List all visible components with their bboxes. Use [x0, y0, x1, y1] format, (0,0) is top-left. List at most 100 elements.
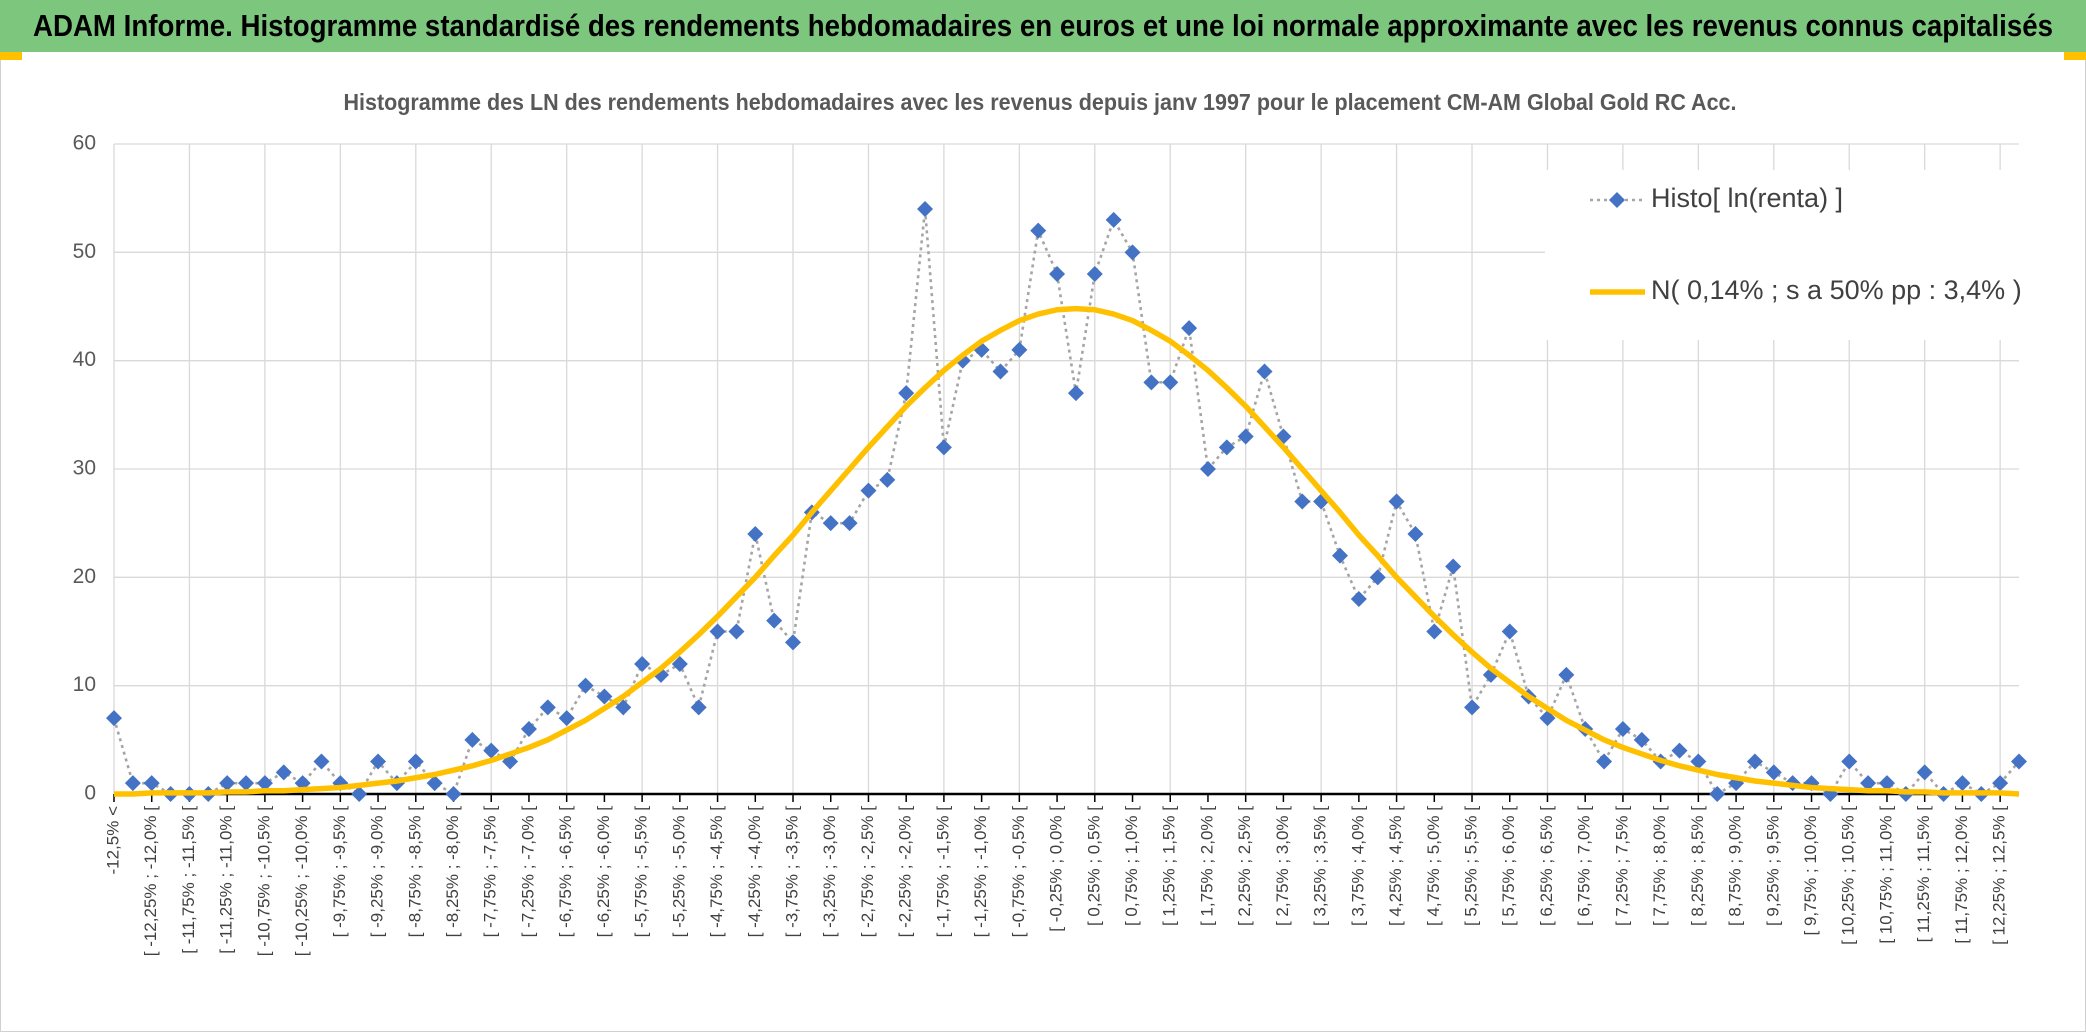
- x-tick-label: [ -2,25% ; -2,0% [: [896, 806, 915, 938]
- x-tick-label: [ -4,75% ; -4,5% [: [707, 806, 726, 938]
- marker: [1256, 363, 1273, 380]
- marker: [1049, 266, 1066, 282]
- x-tick-label: [ -9,75% ; -9,5% [: [330, 806, 349, 938]
- x-tick-label: [ 2,75% ; 3,0% [: [1273, 806, 1292, 926]
- x-tick-label: -12,5% <: [103, 806, 122, 875]
- header-title: ADAM Informe. Histogramme standardisé de…: [33, 8, 2053, 43]
- x-tick-label: [ -7,25% ; -7,0% [: [518, 806, 537, 938]
- marker: [1501, 623, 1518, 640]
- x-tick-label: [ -4,25% ; -4,0% [: [745, 806, 764, 938]
- marker: [785, 634, 802, 651]
- x-tick-label: [ 3,75% ; 4,0% [: [1348, 806, 1367, 926]
- marker: [615, 699, 632, 716]
- x-tick-label: [ 0,75% ; 1,0% [: [1122, 806, 1141, 926]
- marker: [1294, 493, 1311, 510]
- x-tick-label: [ 6,25% ; 6,5% [: [1537, 806, 1556, 926]
- x-tick-label: [ 12,25% ; 12,5% [: [1990, 806, 2009, 945]
- marker: [1086, 266, 1103, 282]
- marker: [445, 786, 462, 802]
- marker: [577, 677, 594, 694]
- marker: [238, 775, 255, 792]
- marker: [1916, 764, 1933, 781]
- marker: [1596, 753, 1613, 770]
- x-tick-label: [ -3,75% ; -3,5% [: [782, 806, 801, 938]
- marker: [728, 623, 745, 640]
- marker: [1218, 439, 1235, 456]
- x-tick-label: [ -11,75% ; -11,5% [: [179, 806, 198, 954]
- x-tick-label: [ 1,75% ; 2,0% [: [1197, 806, 1216, 926]
- x-tick-label: [ 6,75% ; 7,0% [: [1575, 806, 1594, 926]
- marker: [1954, 775, 1971, 792]
- marker: [1199, 461, 1216, 477]
- x-tick-label: [ -3,25% ; -3,0% [: [820, 806, 839, 938]
- marker: [1464, 699, 1481, 716]
- marker: [1331, 547, 1348, 564]
- x-tick-label: [ 11,25% ; 11,5% [: [1914, 806, 1933, 943]
- marker: [1350, 591, 1367, 607]
- marker: [1765, 764, 1782, 781]
- x-tick-label: [ 11,75% ; 12,0% [: [1952, 806, 1971, 944]
- x-tick-label: [ 3,25% ; 3,5% [: [1311, 806, 1330, 926]
- marker: [917, 201, 934, 217]
- marker: [106, 710, 122, 727]
- marker: [1558, 666, 1575, 683]
- marker: [898, 385, 915, 402]
- y-tick-label: 60: [73, 132, 96, 155]
- x-tick-label: [ -5,75% ; -5,5% [: [632, 806, 651, 938]
- x-tick-label: [ -1,75% ; -1,5% [: [933, 806, 952, 938]
- marker: [879, 471, 896, 488]
- legend-box: [1545, 170, 2020, 340]
- marker: [426, 775, 443, 792]
- marker: [935, 439, 952, 456]
- marker: [1671, 742, 1688, 759]
- marker: [520, 721, 537, 737]
- marker: [1841, 753, 1858, 770]
- marker: [822, 515, 839, 532]
- x-tick-label: [ -2,75% ; -2,5% [: [858, 806, 877, 938]
- x-tick-label: [ 7,25% ; 7,5% [: [1612, 806, 1631, 926]
- normal-curve: [114, 305, 2020, 797]
- x-tick-label: [ -11,25% ; -11,0% [: [217, 806, 236, 954]
- marker: [370, 753, 387, 770]
- x-tick-label: [ 5,75% ; 6,0% [: [1499, 806, 1518, 926]
- x-tick-label: [ -9,25% ; -9,0% [: [368, 806, 387, 938]
- x-tick-label: [ 1,25% ; 1,5% [: [1160, 806, 1179, 926]
- marker: [1388, 493, 1405, 510]
- y-tick-label: 10: [73, 673, 96, 696]
- x-tick-label: [ -10,25% ; -10,0% [: [292, 806, 311, 957]
- marker: [709, 623, 726, 640]
- marker: [1181, 320, 1198, 337]
- marker: [747, 526, 764, 542]
- y-tick-label: 20: [73, 565, 96, 588]
- x-tick-label: [ 4,25% ; 4,5% [: [1386, 806, 1405, 926]
- marker: [690, 699, 707, 716]
- marker: [596, 688, 613, 705]
- y-tick-label: 30: [73, 457, 96, 480]
- marker: [1067, 385, 1084, 402]
- marker: [1426, 623, 1443, 640]
- x-tick-label: [ 10,25% ; 10,5% [: [1839, 806, 1858, 945]
- marker: [351, 786, 368, 802]
- marker: [483, 742, 500, 759]
- marker: [1709, 786, 1726, 802]
- x-tick-label: [ -5,25% ; -5,0% [: [669, 806, 688, 938]
- marker: [1445, 558, 1462, 575]
- marker: [1407, 526, 1424, 542]
- marker: [407, 753, 424, 770]
- y-tick-label: 50: [73, 240, 96, 263]
- x-tick-label: [ -7,75% ; -7,5% [: [481, 806, 500, 938]
- marker: [1369, 569, 1386, 586]
- marker: [1633, 731, 1650, 748]
- marker: [1878, 775, 1895, 792]
- marker: [1011, 341, 1028, 358]
- y-tick-label: 0: [84, 782, 96, 805]
- legend-marker: [1609, 192, 1625, 208]
- marker: [1860, 775, 1877, 792]
- marker: [1124, 244, 1141, 261]
- marker: [1614, 721, 1631, 737]
- x-tick-label: [ -6,75% ; -6,5% [: [556, 806, 575, 938]
- marker: [124, 775, 141, 792]
- marker: [464, 731, 481, 748]
- corner-accent: [2064, 52, 2086, 60]
- marker: [841, 515, 858, 532]
